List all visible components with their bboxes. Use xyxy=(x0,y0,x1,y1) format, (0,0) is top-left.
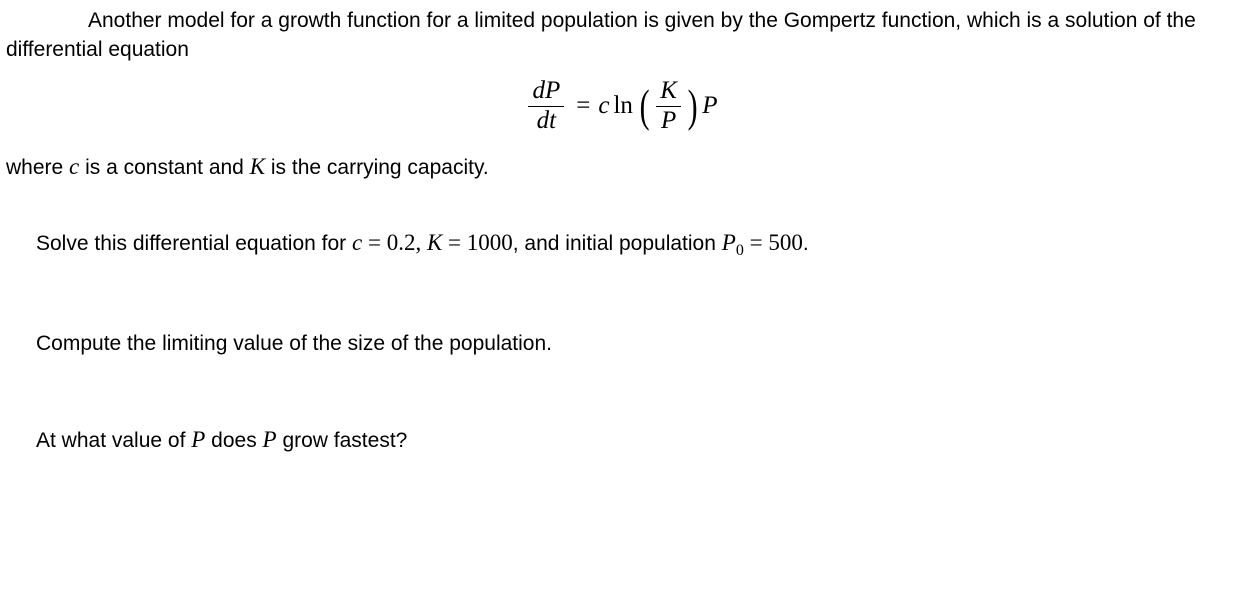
rhs-fraction: K P xyxy=(656,77,681,136)
where-post: is the carrying capacity. xyxy=(265,156,489,179)
q1-eq2: = xyxy=(442,230,466,255)
q1-c: c xyxy=(352,230,362,255)
lhs-denominator: dt xyxy=(533,107,560,136)
q3-pre: At what value of xyxy=(36,429,191,452)
question-1: Solve this differential equation for c =… xyxy=(36,227,1236,263)
rhs-numerator: K xyxy=(656,77,681,107)
question-2: Compute the limiting value of the size o… xyxy=(36,329,1236,358)
q2-text: Compute the limiting value of the size o… xyxy=(36,332,552,355)
intro-text: Another model for a growth function for … xyxy=(6,9,1196,61)
equation-block: dP dt = c ln ( K P ) P xyxy=(6,77,1236,136)
right-paren: ) xyxy=(688,85,698,126)
question-3: At what value of P does P grow fastest? xyxy=(36,424,1236,456)
eq-ln: ln xyxy=(613,92,632,120)
q3-mid: does xyxy=(205,429,262,452)
q1-mid: , and initial population xyxy=(513,232,722,255)
q1-eq3: = xyxy=(744,230,768,255)
lhs-fraction: dP dt xyxy=(528,77,564,136)
intro-paragraph: Another model for a growth function for … xyxy=(6,6,1236,65)
q1-P0val: 500 xyxy=(768,230,803,255)
q1-comma1: , xyxy=(415,230,427,255)
rhs-denominator: P xyxy=(657,107,680,136)
where-c: c xyxy=(69,154,79,179)
q3-post: grow fastest? xyxy=(277,429,408,452)
q1-Kval: 1000 xyxy=(467,230,513,255)
eq-c: c xyxy=(598,92,609,120)
equals-sign: = xyxy=(576,92,590,120)
q1-dot: . xyxy=(803,232,809,255)
q1-pre: Solve this differential equation for xyxy=(36,232,352,255)
gompertz-equation: dP dt = c ln ( K P ) P xyxy=(524,77,717,136)
q1-P0-P: P xyxy=(722,230,736,255)
q3-P1: P xyxy=(191,427,205,452)
q3-P2: P xyxy=(263,427,277,452)
where-paragraph: where c is a constant and K is the carry… xyxy=(6,151,1236,183)
q1-eq1: = xyxy=(362,230,386,255)
where-K: K xyxy=(250,154,265,179)
left-paren: ( xyxy=(640,85,650,126)
q1-cval: 0.2 xyxy=(387,230,416,255)
eq-tail-P: P xyxy=(702,92,717,120)
lhs-numerator: dP xyxy=(528,77,564,107)
where-mid1: is a constant and xyxy=(79,156,249,179)
page-root: Another model for a growth function for … xyxy=(0,0,1256,457)
q1-K: K xyxy=(427,230,442,255)
q1-P0-sub: 0 xyxy=(736,243,744,260)
where-pre: where xyxy=(6,156,69,179)
